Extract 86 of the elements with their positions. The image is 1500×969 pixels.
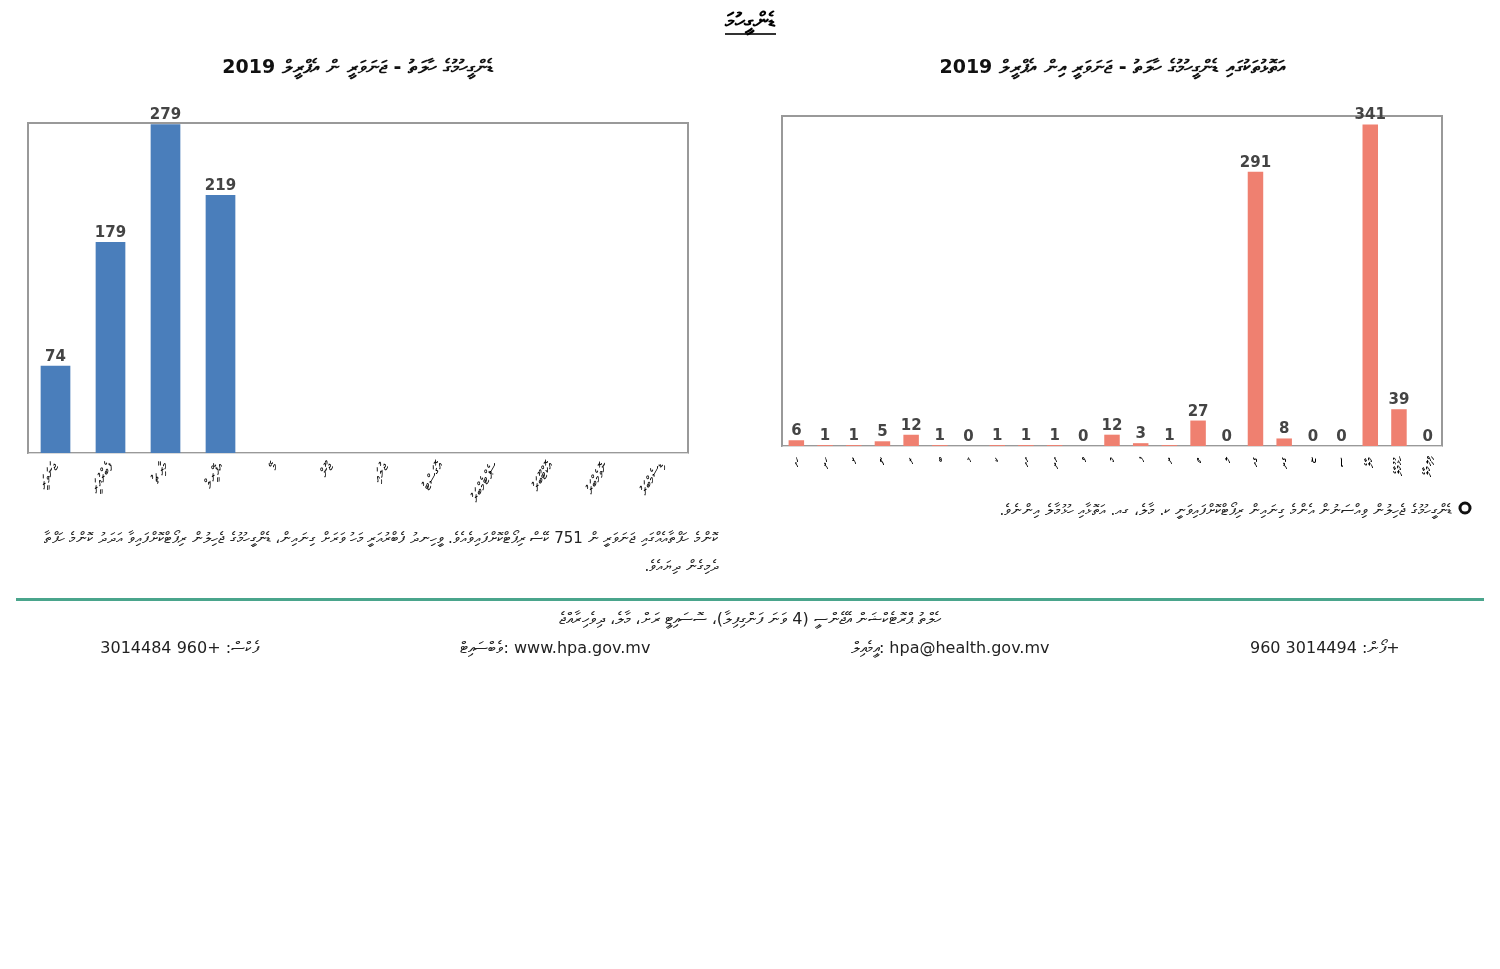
x-tick-label: ފ	[1133, 455, 1147, 462]
bar	[1391, 409, 1407, 446]
x-tick-label: ވ	[1076, 456, 1090, 462]
x-tick-label: އޮގަސްޓު	[419, 457, 448, 493]
x-tick-label: ވިލިމާލެ	[1420, 455, 1434, 477]
x-tick-label: ޖުލައި	[368, 459, 392, 485]
chart-title: ޑެންގީހުމުގެ ހާލަތު - ޖަނަވަރީ ން އެޕްރީލް 2019	[222, 55, 494, 81]
data-label: 39	[1388, 390, 1410, 409]
data-label: 0	[1307, 427, 1319, 445]
bar	[788, 440, 805, 446]
data-label: 1	[934, 426, 946, 445]
x-tick-label: ފެބްރުއަރީ	[87, 458, 118, 497]
bar	[874, 441, 891, 446]
text: ފެކްސް: +960 3014484	[100, 638, 260, 657]
x-tick-label: ގއ	[1248, 456, 1262, 467]
bar	[150, 124, 181, 453]
x-tick-label: ޅ	[961, 456, 975, 462]
x-tick-label: ށ	[846, 456, 860, 464]
data-label: 1	[1164, 426, 1175, 445]
x-tick-label: މ	[1105, 456, 1118, 462]
x-tick-label: ހުޅުމާލެ	[1391, 455, 1405, 476]
text: އީމެއިލް: hpa@health.gov.mv	[850, 638, 1050, 657]
x-tick-label: ބ	[932, 455, 946, 462]
data-label: 1	[992, 426, 1003, 445]
text: ހެލްތު ޕްރޮޓެކްޝަން އޭޖެންސީ (4 ވަނަ ފަންގިފިލާ)، ސޮސައިޓީ ރަށް، މާލެ، ދިވެހިރާއްޖެ	[558, 609, 942, 628]
text: ވެބްސައިޓް: www.hpa.gov.mv	[459, 638, 651, 657]
bar	[40, 365, 71, 453]
data-label: 341	[1354, 105, 1386, 124]
data-label: 12	[900, 415, 922, 434]
x-tick-label: ސ	[1334, 456, 1348, 467]
data-label: 0	[1078, 427, 1089, 445]
data-label: 3	[1135, 424, 1146, 443]
data-label: 291	[1239, 152, 1272, 171]
data-label: 27	[1187, 401, 1209, 420]
chart-title: އަތޮޅުތަކުގައި ޑެންގީހުމުގެ ހާލަތު - ޖަނަވަރީ އިން އެޕްރީލް 2019	[939, 55, 1286, 81]
x-tick-label: ސެޕްޓެމްބަރު	[467, 458, 503, 505]
x-tick-label: ޏ	[1305, 455, 1319, 463]
x-tick-label: ރ	[904, 456, 918, 464]
text: ފޯން: 3014494 960+	[1249, 638, 1400, 657]
x-tick-label: ގދ	[1277, 456, 1291, 469]
data-label: 0	[963, 427, 974, 445]
x-tick-label: އއ	[1018, 456, 1032, 467]
data-label: 219	[204, 175, 237, 194]
bar	[1276, 438, 1292, 446]
text: ޑެންގީހުމަ	[724, 8, 776, 35]
data-label: 8	[1278, 419, 1290, 438]
bar	[1190, 420, 1206, 446]
x-tick-label: މާލެ	[1363, 456, 1377, 468]
data-label: 6	[791, 421, 802, 440]
x-tick-label: ތ	[1191, 456, 1205, 463]
data-label: 0	[1221, 427, 1232, 445]
bar	[95, 242, 126, 453]
bar	[205, 194, 236, 453]
x-tick-label: އޮކްޓޫބަރު	[528, 457, 558, 494]
x-tick-label: ޖަނަވަރީ	[34, 458, 63, 492]
data-label: 1	[1020, 426, 1032, 445]
x-tick-label: ދ	[1162, 456, 1176, 464]
x-tick-label: މާރިޗު	[148, 458, 173, 486]
x-tick-label: ނ	[875, 456, 889, 465]
x-tick-label: ނޮވެމްބަރު	[581, 458, 613, 497]
x-tick-label: ލ	[1219, 455, 1233, 463]
x-tick-label: ކ	[990, 456, 1004, 462]
x-tick-label: އެޕްރީލް	[200, 459, 228, 491]
x-tick-label: ހއ	[789, 456, 803, 467]
data-label: 5	[877, 422, 888, 441]
bar	[1132, 443, 1149, 446]
bar	[1247, 171, 1264, 446]
data-label: 1	[848, 426, 859, 445]
data-label: 0	[1336, 427, 1347, 445]
text: ކޮންމެ ހަފްތާއެއްގައި ޖަނަވަރީ ން 751 ކޭސް ރިޕޯޓްކޮށްފައިވެއެވެ. ވީހިނދު ފެބްރުއަރީ މަހު ވަރަށް ގިނައިން، ޑެންގީހުމުގެ ޖެހިލުން ރިޕޯޓްކޮށްފައިވާ އަދަދު ކޮންމެ ހަފްތާ ދެމިގެން ދިޔައެވެ.	[42, 528, 720, 577]
data-label: 1	[1049, 426, 1060, 445]
data-label: 74	[45, 346, 66, 365]
text: ޑެންގީހުމުގެ ޖެހިލުން ވިއްސަނުން އެންމެ ގިނައިން ރިޕޯޓްކޮށްފައިވަނީ ކ. މާލެ، ގއ. އަތޮޅާއި ހުޅުމާލެ އިންނެވެ.	[998, 500, 1453, 521]
x-tick-label: ޖޫން	[316, 457, 338, 480]
bar	[903, 434, 919, 446]
x-tick-label: ޑިސެމްބަރު	[636, 458, 668, 498]
data-label: 1	[819, 426, 831, 445]
x-tick-label: މޭ	[265, 458, 283, 473]
data-label: 12	[1101, 415, 1123, 434]
x-tick-label: އދ	[1047, 456, 1061, 469]
bar	[1104, 434, 1120, 446]
data-label: 0	[1422, 427, 1433, 445]
x-tick-label: ހދ	[818, 456, 832, 469]
data-label: 279	[149, 105, 182, 124]
data-label: 179	[94, 223, 127, 242]
bar	[1362, 124, 1379, 446]
